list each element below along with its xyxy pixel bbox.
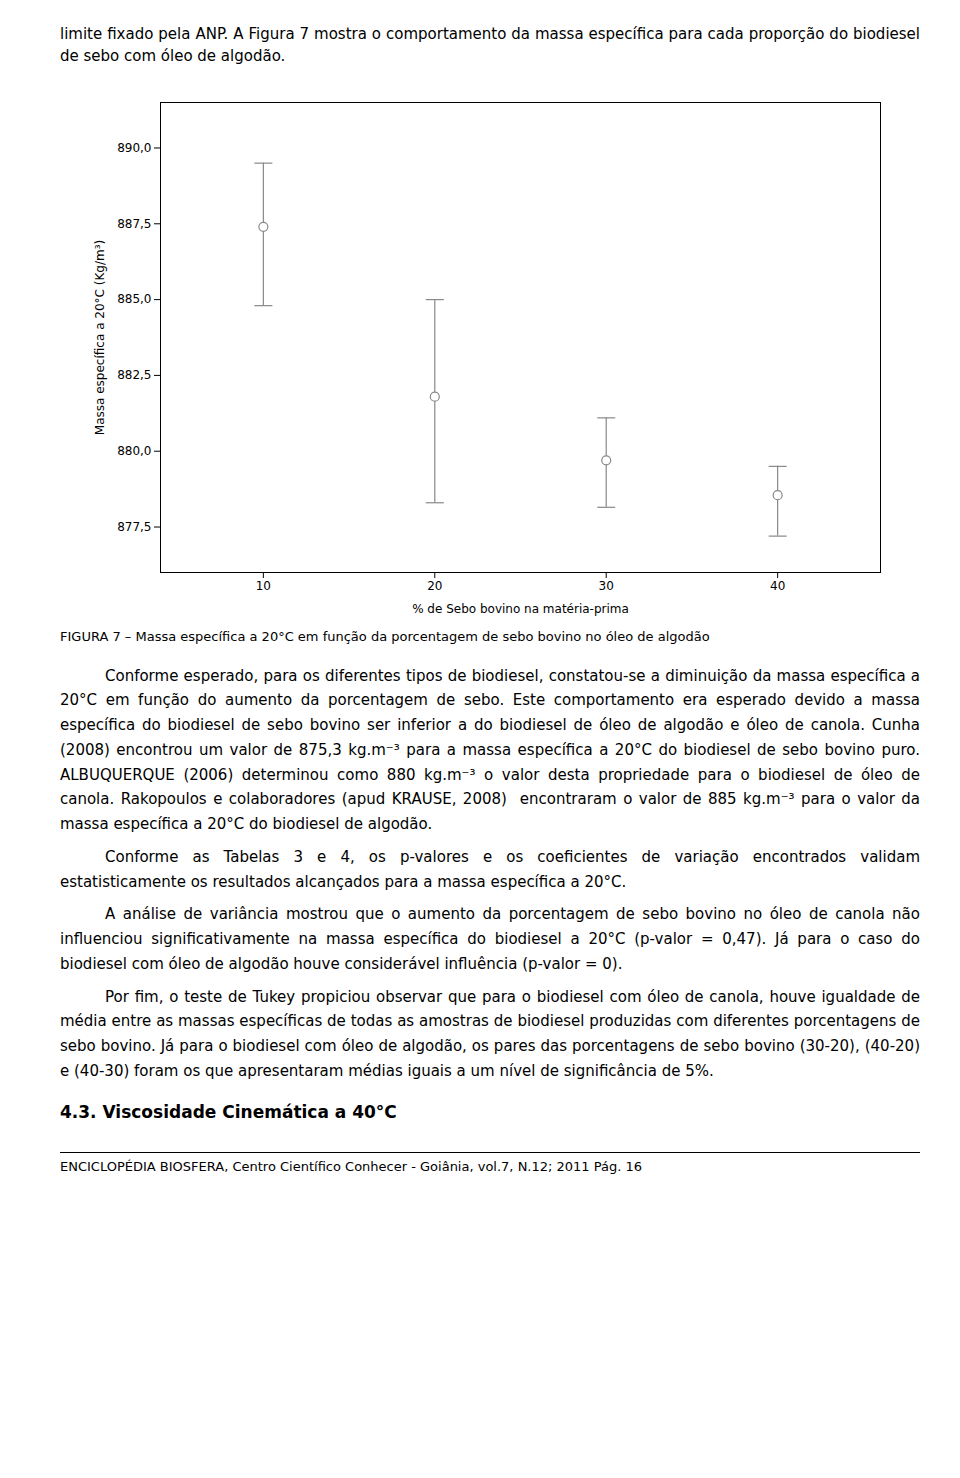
- html-text:A análise de variância mostrou: A análise de variância mostrou que o aum…: [60, 905, 925, 973]
- svg-text:880,0: 880,0: [117, 444, 151, 458]
- svg-text:882,5: 882,5: [117, 368, 151, 382]
- html-text:Conforme as Tabelas 3 e 4, os: Conforme as Tabelas 3 e 4, os p-valores …: [60, 847, 925, 891]
- html-text:limite fixado pela ANP. A Figu: limite fixado pela ANP. A Figura 7 mostr…: [60, 25, 920, 65]
- svg-text:885,0: 885,0: [117, 292, 151, 306]
- svg-text:Massa específica a 20°C (Kg/m³: Massa específica a 20°C (Kg/m³): [93, 239, 107, 434]
- svg-text:% de Sebo bovino na matéria-pr: % de Sebo bovino na matéria-prima: [412, 601, 629, 615]
- html-text:Conforme esperado, para os dif: Conforme esperado, para os diferentes ti…: [60, 666, 925, 834]
- html-text:Por fim, o teste de Tukey prop: Por fim, o teste de Tukey propiciou obse…: [60, 987, 925, 1080]
- svg-text:40: 40: [770, 579, 785, 593]
- svg-text:887,5: 887,5: [117, 216, 151, 230]
- svg-text:877,5: 877,5: [117, 519, 151, 533]
- html-text:FIGURA 7 – Massa específica a: FIGURA 7 – Massa específica a 20°C em fu…: [60, 628, 710, 644]
- svg-text:20: 20: [427, 579, 442, 593]
- html-text:4.3. Viscosidade Cinemática a: 4.3. Viscosidade Cinemática a 40°C: [60, 1101, 397, 1122]
- html-text:ENCICLOPÉDIA BIOSFERA, Centro: ENCICLOPÉDIA BIOSFERA, Centro Científico…: [60, 1158, 642, 1174]
- svg-text:10: 10: [256, 579, 271, 593]
- svg-text:30: 30: [599, 579, 614, 593]
- svg-text:890,0: 890,0: [117, 140, 151, 154]
